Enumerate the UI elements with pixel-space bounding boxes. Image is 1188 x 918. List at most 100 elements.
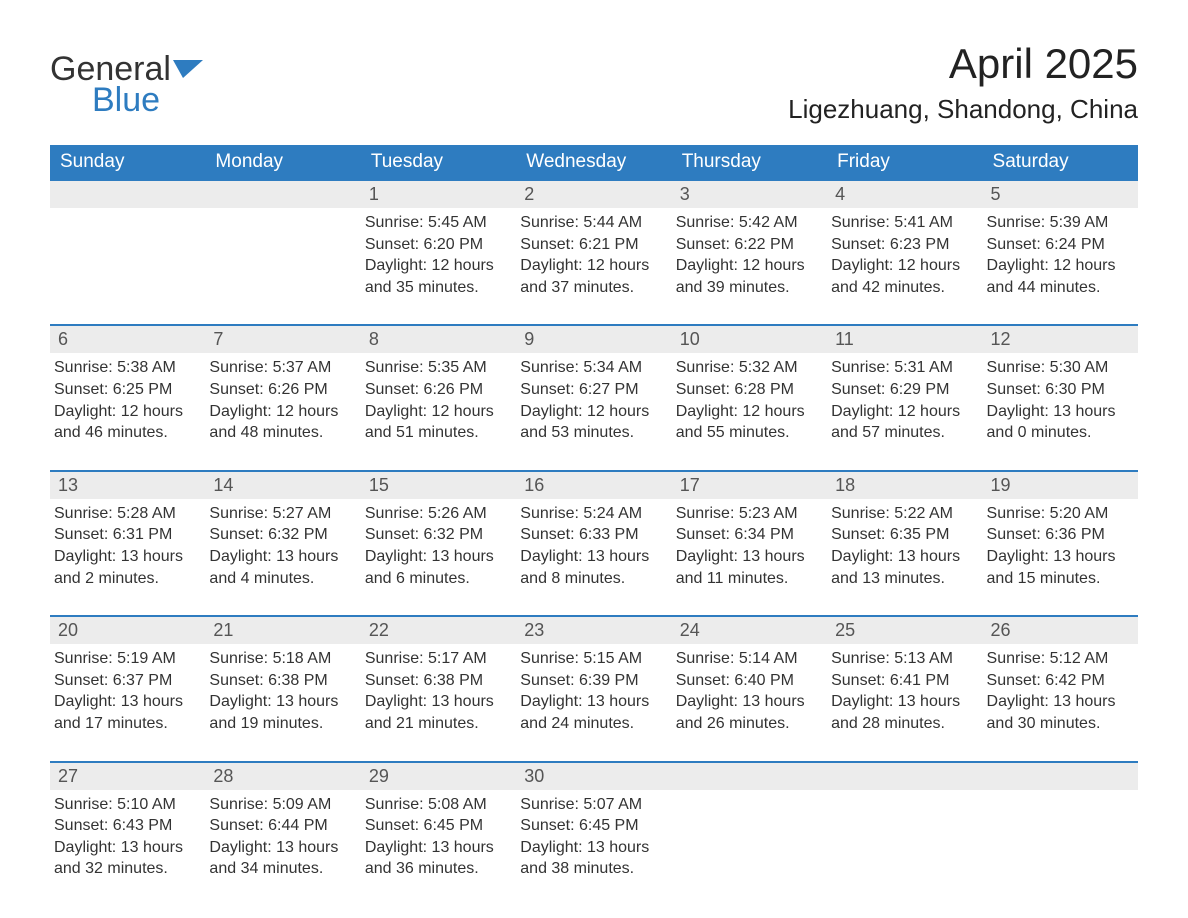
location: Ligezhuang, Shandong, China (788, 94, 1138, 125)
daylight-line: Daylight: 12 hours and 51 minutes. (365, 401, 512, 444)
day-info-cell: Sunrise: 5:15 AMSunset: 6:39 PMDaylight:… (516, 644, 671, 761)
sunrise-line: Sunrise: 5:32 AM (676, 357, 823, 379)
day-info-cell: Sunrise: 5:12 AMSunset: 6:42 PMDaylight:… (983, 644, 1138, 761)
sunrise-line: Sunrise: 5:13 AM (831, 648, 978, 670)
sunrise-line: Sunrise: 5:28 AM (54, 503, 201, 525)
day-info-cell: Sunrise: 5:24 AMSunset: 6:33 PMDaylight:… (516, 499, 671, 616)
month-title: April 2025 (788, 40, 1138, 88)
day-info-cell (205, 208, 360, 325)
day-info-row: Sunrise: 5:28 AMSunset: 6:31 PMDaylight:… (50, 499, 1138, 616)
day-number-cell: 3 (672, 180, 827, 208)
sunset-line: Sunset: 6:23 PM (831, 234, 978, 256)
day-info-cell: Sunrise: 5:22 AMSunset: 6:35 PMDaylight:… (827, 499, 982, 616)
sunset-line: Sunset: 6:41 PM (831, 670, 978, 692)
day-number-cell: 29 (361, 762, 516, 790)
sunrise-line: Sunrise: 5:44 AM (520, 212, 667, 234)
daylight-line: Daylight: 13 hours and 2 minutes. (54, 546, 201, 589)
day-header-thursday: Thursday (672, 145, 827, 180)
day-info-cell: Sunrise: 5:10 AMSunset: 6:43 PMDaylight:… (50, 790, 205, 906)
daylight-line: Daylight: 13 hours and 17 minutes. (54, 691, 201, 734)
day-info-cell: Sunrise: 5:31 AMSunset: 6:29 PMDaylight:… (827, 353, 982, 470)
daylight-line: Daylight: 12 hours and 42 minutes. (831, 255, 978, 298)
day-header-friday: Friday (827, 145, 982, 180)
sunset-line: Sunset: 6:33 PM (520, 524, 667, 546)
day-info-cell: Sunrise: 5:42 AMSunset: 6:22 PMDaylight:… (672, 208, 827, 325)
day-number-cell (205, 180, 360, 208)
sunrise-line: Sunrise: 5:41 AM (831, 212, 978, 234)
day-number-row: 27282930 (50, 762, 1138, 790)
sunrise-line: Sunrise: 5:20 AM (987, 503, 1134, 525)
brand-part2: Blue (92, 81, 160, 119)
day-info-cell: Sunrise: 5:27 AMSunset: 6:32 PMDaylight:… (205, 499, 360, 616)
day-info-cell: Sunrise: 5:26 AMSunset: 6:32 PMDaylight:… (361, 499, 516, 616)
sunrise-line: Sunrise: 5:35 AM (365, 357, 512, 379)
day-number-cell: 4 (827, 180, 982, 208)
sunrise-line: Sunrise: 5:19 AM (54, 648, 201, 670)
day-info-cell (672, 790, 827, 906)
day-number-cell: 16 (516, 471, 671, 499)
sunrise-line: Sunrise: 5:26 AM (365, 503, 512, 525)
daylight-line: Daylight: 13 hours and 34 minutes. (209, 837, 356, 880)
day-info-cell (827, 790, 982, 906)
day-header-sunday: Sunday (50, 145, 205, 180)
day-number-cell (672, 762, 827, 790)
daylight-line: Daylight: 13 hours and 6 minutes. (365, 546, 512, 589)
daylight-line: Daylight: 13 hours and 28 minutes. (831, 691, 978, 734)
brand-logo: General Blue (50, 54, 207, 115)
day-info-cell: Sunrise: 5:28 AMSunset: 6:31 PMDaylight:… (50, 499, 205, 616)
sunset-line: Sunset: 6:21 PM (520, 234, 667, 256)
daylight-line: Daylight: 13 hours and 24 minutes. (520, 691, 667, 734)
day-number-cell: 15 (361, 471, 516, 499)
daylight-line: Daylight: 13 hours and 36 minutes. (365, 837, 512, 880)
sunset-line: Sunset: 6:44 PM (209, 815, 356, 837)
day-number-cell: 2 (516, 180, 671, 208)
brand-flag-icon (173, 54, 207, 85)
day-number-cell (983, 762, 1138, 790)
sunrise-line: Sunrise: 5:15 AM (520, 648, 667, 670)
day-number-cell: 30 (516, 762, 671, 790)
sunset-line: Sunset: 6:43 PM (54, 815, 201, 837)
sunset-line: Sunset: 6:24 PM (987, 234, 1134, 256)
sunrise-line: Sunrise: 5:30 AM (987, 357, 1134, 379)
sunrise-line: Sunrise: 5:23 AM (676, 503, 823, 525)
sunset-line: Sunset: 6:40 PM (676, 670, 823, 692)
day-info-row: Sunrise: 5:45 AMSunset: 6:20 PMDaylight:… (50, 208, 1138, 325)
day-number-cell: 25 (827, 616, 982, 644)
day-number-cell: 26 (983, 616, 1138, 644)
sunrise-line: Sunrise: 5:42 AM (676, 212, 823, 234)
day-header-wednesday: Wednesday (516, 145, 671, 180)
day-number-cell: 10 (672, 325, 827, 353)
day-number-cell: 19 (983, 471, 1138, 499)
sunset-line: Sunset: 6:26 PM (365, 379, 512, 401)
daylight-line: Daylight: 13 hours and 19 minutes. (209, 691, 356, 734)
day-info-cell: Sunrise: 5:13 AMSunset: 6:41 PMDaylight:… (827, 644, 982, 761)
daylight-line: Daylight: 12 hours and 46 minutes. (54, 401, 201, 444)
daylight-line: Daylight: 13 hours and 21 minutes. (365, 691, 512, 734)
sunrise-line: Sunrise: 5:10 AM (54, 794, 201, 816)
daylight-line: Daylight: 13 hours and 0 minutes. (987, 401, 1134, 444)
title-block: April 2025 Ligezhuang, Shandong, China (788, 40, 1138, 125)
sunset-line: Sunset: 6:39 PM (520, 670, 667, 692)
day-number-cell: 18 (827, 471, 982, 499)
sunset-line: Sunset: 6:28 PM (676, 379, 823, 401)
sunrise-line: Sunrise: 5:38 AM (54, 357, 201, 379)
daylight-line: Daylight: 12 hours and 53 minutes. (520, 401, 667, 444)
sunset-line: Sunset: 6:34 PM (676, 524, 823, 546)
sunrise-line: Sunrise: 5:37 AM (209, 357, 356, 379)
calendar-table: Sunday Monday Tuesday Wednesday Thursday… (50, 145, 1138, 906)
sunrise-line: Sunrise: 5:27 AM (209, 503, 356, 525)
header: General Blue April 2025 Ligezhuang, Shan… (50, 40, 1138, 125)
day-number-cell: 8 (361, 325, 516, 353)
day-info-cell (983, 790, 1138, 906)
day-info-cell: Sunrise: 5:39 AMSunset: 6:24 PMDaylight:… (983, 208, 1138, 325)
day-number-cell: 22 (361, 616, 516, 644)
day-info-cell: Sunrise: 5:17 AMSunset: 6:38 PMDaylight:… (361, 644, 516, 761)
sunset-line: Sunset: 6:38 PM (209, 670, 356, 692)
day-info-cell: Sunrise: 5:09 AMSunset: 6:44 PMDaylight:… (205, 790, 360, 906)
day-info-cell: Sunrise: 5:38 AMSunset: 6:25 PMDaylight:… (50, 353, 205, 470)
day-number-cell (827, 762, 982, 790)
sunrise-line: Sunrise: 5:17 AM (365, 648, 512, 670)
day-header-tuesday: Tuesday (361, 145, 516, 180)
sunset-line: Sunset: 6:22 PM (676, 234, 823, 256)
day-number-cell: 13 (50, 471, 205, 499)
